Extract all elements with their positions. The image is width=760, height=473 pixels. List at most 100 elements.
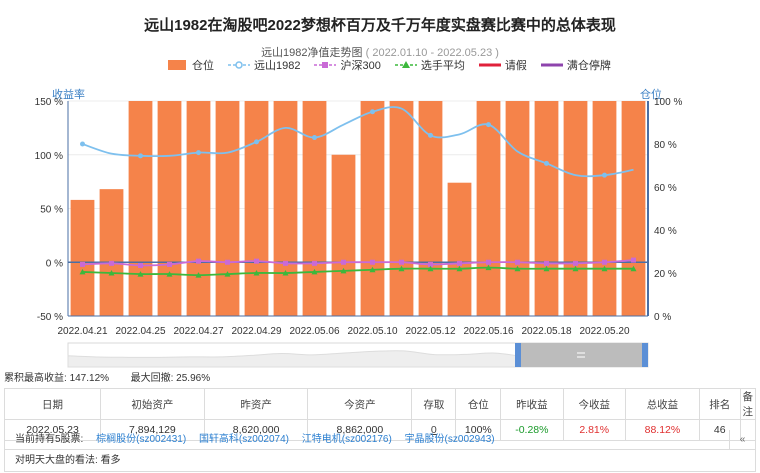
- col-deposit: 存取: [411, 388, 457, 420]
- position-bar: [389, 101, 414, 316]
- x-tick-label: 2022.05.20: [579, 326, 629, 337]
- series-point: [514, 265, 521, 272]
- stock-link[interactable]: 国轩高科(sz002074): [198, 434, 289, 445]
- cell-position: 100%: [455, 419, 502, 441]
- series-point: [428, 132, 433, 138]
- legend-label: 选手平均: [420, 60, 465, 72]
- series-point: [80, 141, 85, 147]
- series-point: [109, 260, 114, 266]
- stock-link[interactable]: 江特电机(sz002176): [301, 434, 392, 445]
- net-value-chart: -50 % 0 % 50 % 100 % 150 % 0 % 20 % 40 % 60 % 80 …: [35, 97, 682, 368]
- legend-swatch: [540, 63, 563, 67]
- table-row: 2022.05.23 7,894,129 8,620,000 8,862,000…: [3, 419, 756, 441]
- series-line: [82, 266, 634, 277]
- col-rank: 排名: [699, 388, 741, 420]
- cell-deposit: 0: [411, 419, 457, 441]
- x-tick-label: 2022.04.25: [115, 326, 165, 337]
- legend-item[interactable]: 沪深300: [314, 57, 381, 73]
- y-left-tick-label: 50 %: [40, 205, 63, 216]
- legend-label: 沪深300: [340, 60, 381, 72]
- x-tick-label: 2022.05.10: [347, 326, 397, 337]
- series-point: [108, 270, 115, 276]
- max-return-label: 累积最高收益:: [4, 373, 67, 384]
- series-point: [543, 265, 550, 272]
- position-bar: [273, 101, 298, 316]
- series-point: [138, 153, 143, 159]
- series-point: [427, 265, 434, 272]
- x-tick-label: 2022.05.16: [463, 326, 513, 337]
- performance-table: 日期 初始资产 昨资产 今资产 存取 仓位 昨收益 今收益 总收益 排名 备注 …: [3, 388, 756, 441]
- series-point: [544, 260, 549, 266]
- holdings-label: 当前持有5股票:: [15, 434, 84, 445]
- right-axis-label: 仓位: [640, 89, 662, 101]
- series-point: [196, 150, 201, 156]
- series-point: [80, 261, 85, 267]
- series-point: [196, 258, 201, 264]
- series-point: [398, 265, 405, 272]
- series-point: [137, 271, 144, 277]
- chart-subtitle-name: 远山1982净值走势图: [261, 47, 363, 59]
- legend-item[interactable]: 仓位: [166, 57, 214, 73]
- y-right-tick-label: 40 %: [654, 226, 677, 237]
- series-point: [282, 270, 289, 276]
- position-bar: [592, 101, 617, 316]
- y-right-tick-label: 0 %: [654, 312, 671, 323]
- position-bar: [215, 101, 240, 316]
- col-date: 日期: [3, 388, 102, 420]
- deposit-link[interactable]: 0: [430, 424, 437, 436]
- x-tick-label: 2022.04.27: [173, 326, 223, 337]
- series-point: [138, 262, 143, 268]
- series-line: [82, 106, 634, 178]
- series-point: [457, 260, 462, 266]
- y-left-tick-label: 100 %: [35, 151, 63, 162]
- series-point: [601, 265, 608, 272]
- col-position: 仓位: [455, 388, 502, 420]
- series-point: [399, 259, 404, 265]
- legend-swatch: [228, 61, 250, 69]
- cell-rank: 46: [699, 419, 741, 441]
- series-point: [486, 122, 491, 128]
- y-right-tick-label: 60 %: [654, 183, 677, 194]
- legend-item[interactable]: 远山1982: [228, 57, 300, 73]
- navigator-handle-right[interactable]: [642, 343, 648, 367]
- expand-holdings-icon[interactable]: «: [730, 430, 756, 450]
- market-view-value: 看多: [100, 455, 121, 466]
- series-point: [486, 259, 491, 265]
- series-point: [369, 266, 376, 273]
- legend-swatch: [478, 63, 501, 67]
- series-point: [602, 259, 607, 265]
- series-point: [312, 260, 317, 266]
- col-today-return: 今收益: [562, 388, 626, 420]
- series-point: [225, 259, 230, 265]
- legend-label: 远山1982: [254, 60, 301, 72]
- y-right-tick-label: 20 %: [654, 269, 677, 280]
- position-bar: [447, 182, 472, 316]
- page-title: 远山1982在淘股吧2022梦想杯百万及千万年度实盘赛比赛中的总体表现: [144, 17, 616, 34]
- navigator-handle-left[interactable]: [515, 343, 521, 367]
- y-right-tick-label: 80 %: [654, 140, 677, 151]
- x-tick-label: 2022.04.21: [57, 326, 107, 337]
- col-initial-assets: 初始资产: [100, 388, 205, 420]
- legend-item[interactable]: 满仓停牌: [540, 57, 611, 73]
- series-point: [167, 261, 172, 267]
- left-axis-label: 收益率: [52, 89, 85, 101]
- chart-subtitle: 远山1982净值走势图 ( 2022.01.10 - 2022.05.23 ): [0, 44, 760, 60]
- series-point: [254, 139, 259, 145]
- legend-item[interactable]: 选手平均: [394, 57, 465, 73]
- max-return-value: 147.12%: [69, 373, 110, 384]
- series-point: [602, 172, 607, 178]
- stock-link[interactable]: 宇晶股份(sz002943): [404, 434, 495, 445]
- stock-link[interactable]: 棕榈股份(sz002431): [96, 434, 187, 445]
- position-bar: [157, 101, 182, 316]
- legend-swatch: [314, 62, 337, 68]
- series-point: [341, 259, 346, 265]
- max-drawdown-value: 25.96%: [176, 373, 211, 384]
- y-left-tick-label: 150 %: [35, 97, 63, 108]
- series-point: [224, 271, 231, 277]
- navigator-selection[interactable]: [518, 343, 644, 367]
- cell-total-return: 88.12%: [624, 419, 701, 441]
- legend-swatch: [394, 61, 417, 68]
- col-today-assets: 今资产: [307, 388, 413, 420]
- legend-item[interactable]: 请假: [478, 57, 527, 73]
- legend-label: 仓位: [192, 60, 214, 72]
